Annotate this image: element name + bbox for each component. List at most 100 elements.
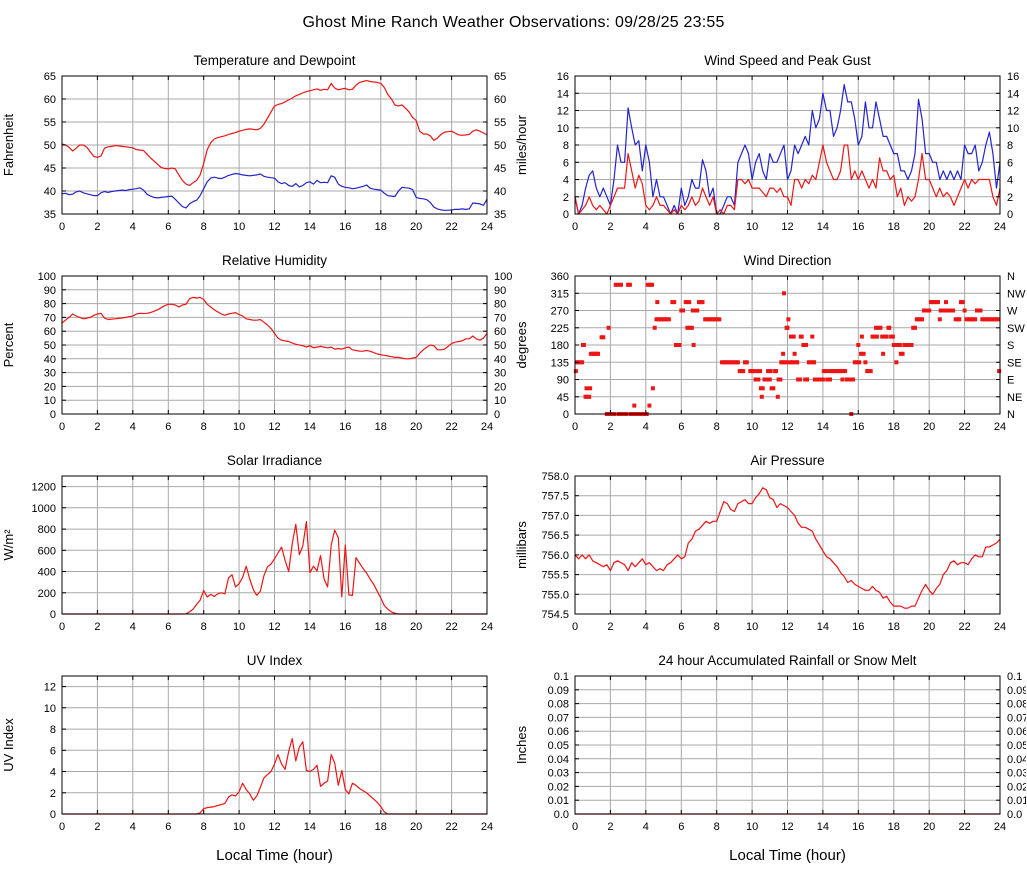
chart-wind-speed-gust-title: Wind Speed and Peak Gust [704, 53, 871, 68]
svg-text:225: 225 [551, 323, 569, 335]
svg-text:60: 60 [44, 326, 56, 338]
svg-text:80: 80 [44, 299, 56, 311]
svg-text:10: 10 [233, 221, 245, 233]
svg-text:0.1: 0.1 [1007, 671, 1022, 683]
svg-text:757.5: 757.5 [541, 491, 569, 503]
svg-text:12: 12 [781, 421, 793, 433]
svg-text:8: 8 [201, 221, 207, 233]
svg-text:14: 14 [304, 421, 316, 433]
svg-text:2: 2 [94, 621, 100, 633]
svg-text:20: 20 [923, 821, 935, 833]
svg-text:8: 8 [201, 621, 207, 633]
svg-text:4: 4 [643, 621, 649, 633]
svg-text:2: 2 [94, 421, 100, 433]
svg-text:4: 4 [643, 821, 649, 833]
svg-text:40: 40 [44, 186, 56, 198]
svg-text:2: 2 [50, 788, 56, 800]
chart-temperature-dewpoint-title: Temperature and Dewpoint [193, 53, 356, 68]
svg-text:20: 20 [44, 381, 56, 393]
chart-air-pressure: Air Pressure 754.5 755.0 755.5 756.0 756.5 75… [513, 446, 1027, 646]
chart-solar-irradiance: Solar Irradiance 0 200 400 600 800 1000 1200 0 2… [0, 446, 513, 646]
svg-text:Fahrenheit: Fahrenheit [1, 114, 16, 177]
svg-text:6: 6 [678, 221, 684, 233]
svg-text:6: 6 [1007, 157, 1013, 169]
svg-text:6: 6 [165, 821, 171, 833]
svg-text:0.06: 0.06 [548, 726, 569, 738]
svg-text:360: 360 [551, 271, 569, 283]
svg-text:18: 18 [375, 221, 387, 233]
svg-text:45: 45 [557, 392, 569, 404]
svg-text:UV Index: UV Index [1, 718, 16, 772]
svg-text:756.0: 756.0 [541, 550, 569, 562]
svg-text:18: 18 [375, 821, 387, 833]
svg-text:2: 2 [607, 821, 613, 833]
svg-text:2: 2 [607, 221, 613, 233]
svg-text:180: 180 [551, 340, 569, 352]
svg-text:4: 4 [643, 221, 649, 233]
svg-text:10: 10 [233, 421, 245, 433]
svg-text:SE: SE [1007, 357, 1022, 369]
svg-text:20: 20 [923, 621, 935, 633]
svg-text:0: 0 [572, 221, 578, 233]
svg-text:90: 90 [494, 285, 506, 297]
svg-text:16: 16 [339, 221, 351, 233]
svg-text:8: 8 [714, 621, 720, 633]
svg-text:12: 12 [781, 621, 793, 633]
svg-text:2: 2 [607, 621, 613, 633]
svg-text:14: 14 [557, 88, 569, 100]
svg-text:12: 12 [557, 106, 569, 118]
svg-text:Inches: Inches [514, 725, 529, 764]
svg-text:0.1: 0.1 [554, 671, 569, 683]
svg-text:W: W [1007, 306, 1018, 318]
svg-text:20: 20 [494, 381, 506, 393]
svg-text:10: 10 [44, 703, 56, 715]
svg-text:14: 14 [304, 221, 316, 233]
svg-text:90: 90 [557, 375, 569, 387]
svg-text:N: N [1007, 409, 1015, 421]
chart-uv-index-title: UV Index [246, 653, 303, 668]
svg-text:4: 4 [130, 421, 136, 433]
svg-text:10: 10 [494, 395, 506, 407]
page-header: Ghost Mine Ranch Weather Observations: 0… [0, 0, 1027, 46]
svg-text:40: 40 [494, 354, 506, 366]
svg-text:24: 24 [994, 421, 1006, 433]
svg-text:N: N [1007, 271, 1015, 283]
svg-text:4: 4 [1007, 175, 1013, 187]
svg-text:16: 16 [557, 71, 569, 83]
svg-text:W/m²: W/m² [1, 529, 16, 561]
svg-text:18: 18 [888, 421, 900, 433]
svg-text:0.03: 0.03 [548, 768, 569, 780]
svg-text:12: 12 [268, 421, 280, 433]
svg-text:100: 100 [38, 271, 56, 283]
svg-text:8: 8 [714, 221, 720, 233]
svg-text:757.0: 757.0 [541, 510, 569, 522]
svg-text:NW: NW [1007, 288, 1026, 300]
svg-text:0.02: 0.02 [548, 781, 569, 793]
svg-text:0.09: 0.09 [548, 685, 569, 697]
svg-text:8: 8 [563, 140, 569, 152]
svg-text:4: 4 [643, 421, 649, 433]
svg-text:35: 35 [44, 209, 56, 221]
svg-text:22: 22 [445, 621, 457, 633]
svg-text:6: 6 [165, 421, 171, 433]
svg-text:22: 22 [958, 421, 970, 433]
svg-text:756.5: 756.5 [541, 530, 569, 542]
svg-text:Local Time (hour): Local Time (hour) [216, 847, 333, 864]
chart-wind-direction-title: Wind Direction [743, 253, 832, 268]
svg-text:16: 16 [852, 421, 864, 433]
svg-text:40: 40 [44, 354, 56, 366]
chart-uv-index: UV Index 0 2 4 6 8 10 12 0 2 4 6 8 10 12 14 16 18 20 22 24 U… [0, 646, 513, 882]
svg-text:8: 8 [201, 821, 207, 833]
svg-text:1200: 1200 [32, 482, 56, 494]
svg-text:0.02: 0.02 [1007, 781, 1026, 793]
svg-text:100: 100 [494, 271, 512, 283]
svg-text:35: 35 [494, 209, 506, 221]
svg-text:20: 20 [410, 221, 422, 233]
svg-text:16: 16 [1007, 71, 1019, 83]
svg-text:0: 0 [563, 409, 569, 421]
chart-rainfall: 24 hour Accumulated Rainfall or Snow Mel… [513, 646, 1027, 882]
svg-text:600: 600 [38, 545, 56, 557]
svg-text:12: 12 [268, 821, 280, 833]
